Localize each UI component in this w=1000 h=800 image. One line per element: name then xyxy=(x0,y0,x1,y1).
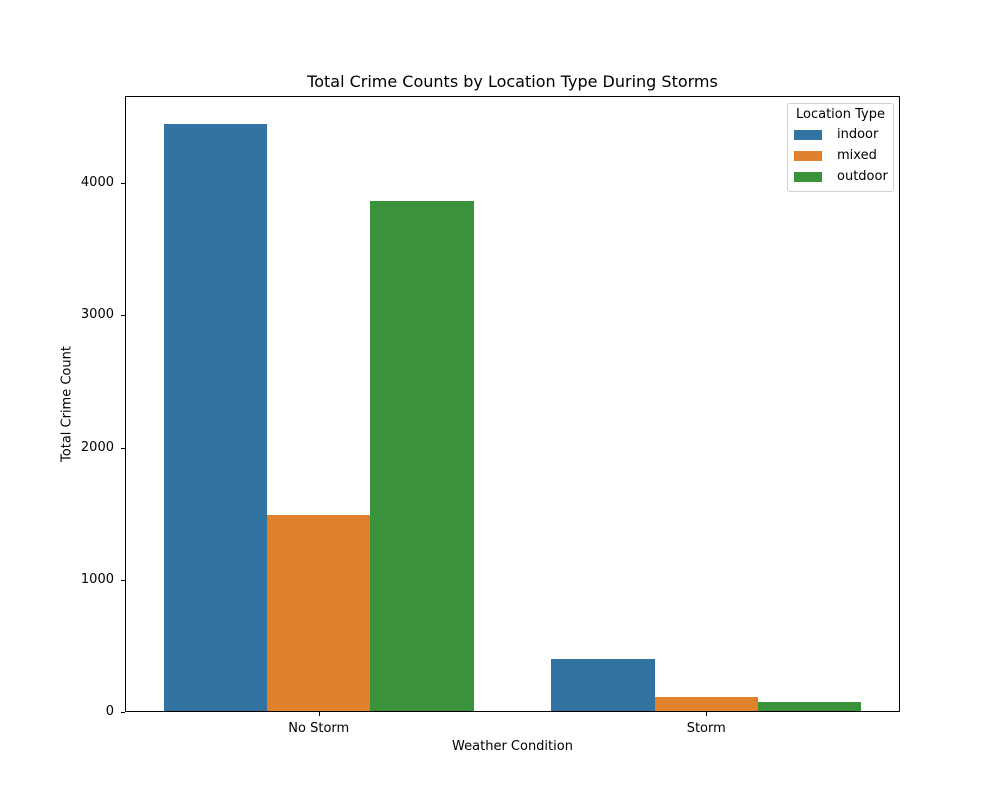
bar-outdoor-storm xyxy=(757,702,862,711)
bar-mixed-storm xyxy=(654,696,758,711)
legend-title: Location Type xyxy=(796,107,885,122)
y-tick-mark xyxy=(121,447,125,449)
x-tick-mark xyxy=(318,712,320,716)
legend-item-indoor: indoor xyxy=(788,124,893,145)
legend-item-mixed: mixed xyxy=(788,145,893,166)
plot-area xyxy=(125,96,900,712)
y-tick-label: 3000 xyxy=(80,307,114,323)
y-tick-mark xyxy=(121,579,125,581)
bar-outdoor-no-storm xyxy=(370,201,474,711)
y-tick-mark xyxy=(121,183,125,184)
bar-indoor-storm xyxy=(551,659,655,711)
legend-swatch-outdoor xyxy=(794,171,822,182)
y-tick-mark xyxy=(121,712,125,713)
y-axis-label: Total Crime Count xyxy=(59,346,75,462)
legend-swatch-mixed xyxy=(794,150,822,161)
legend-swatch-indoor xyxy=(794,129,822,140)
legend-label-indoor: indoor xyxy=(837,127,879,142)
legend-item-outdoor: outdoor xyxy=(788,166,893,187)
x-tick-mark xyxy=(706,712,708,716)
legend-label-outdoor: outdoor xyxy=(837,169,888,184)
y-tick-label: 2000 xyxy=(80,439,114,455)
x-tick-label: Storm xyxy=(686,721,726,736)
x-tick-label: No Storm xyxy=(288,721,350,736)
bar-indoor-no-storm xyxy=(163,123,268,711)
y-tick-mark xyxy=(121,315,125,317)
y-tick-label: 4000 xyxy=(80,175,114,190)
y-tick-label: 1000 xyxy=(80,571,114,587)
y-tick-label: 0 xyxy=(105,704,114,719)
chart-title: Total Crime Counts by Location Type Duri… xyxy=(307,72,718,91)
x-axis-label: Weather Condition xyxy=(452,739,573,754)
legend-label-mixed: mixed xyxy=(837,148,877,163)
bar-mixed-no-storm xyxy=(267,515,371,711)
legend: Location Type indoor mixed outdoor xyxy=(787,103,894,192)
